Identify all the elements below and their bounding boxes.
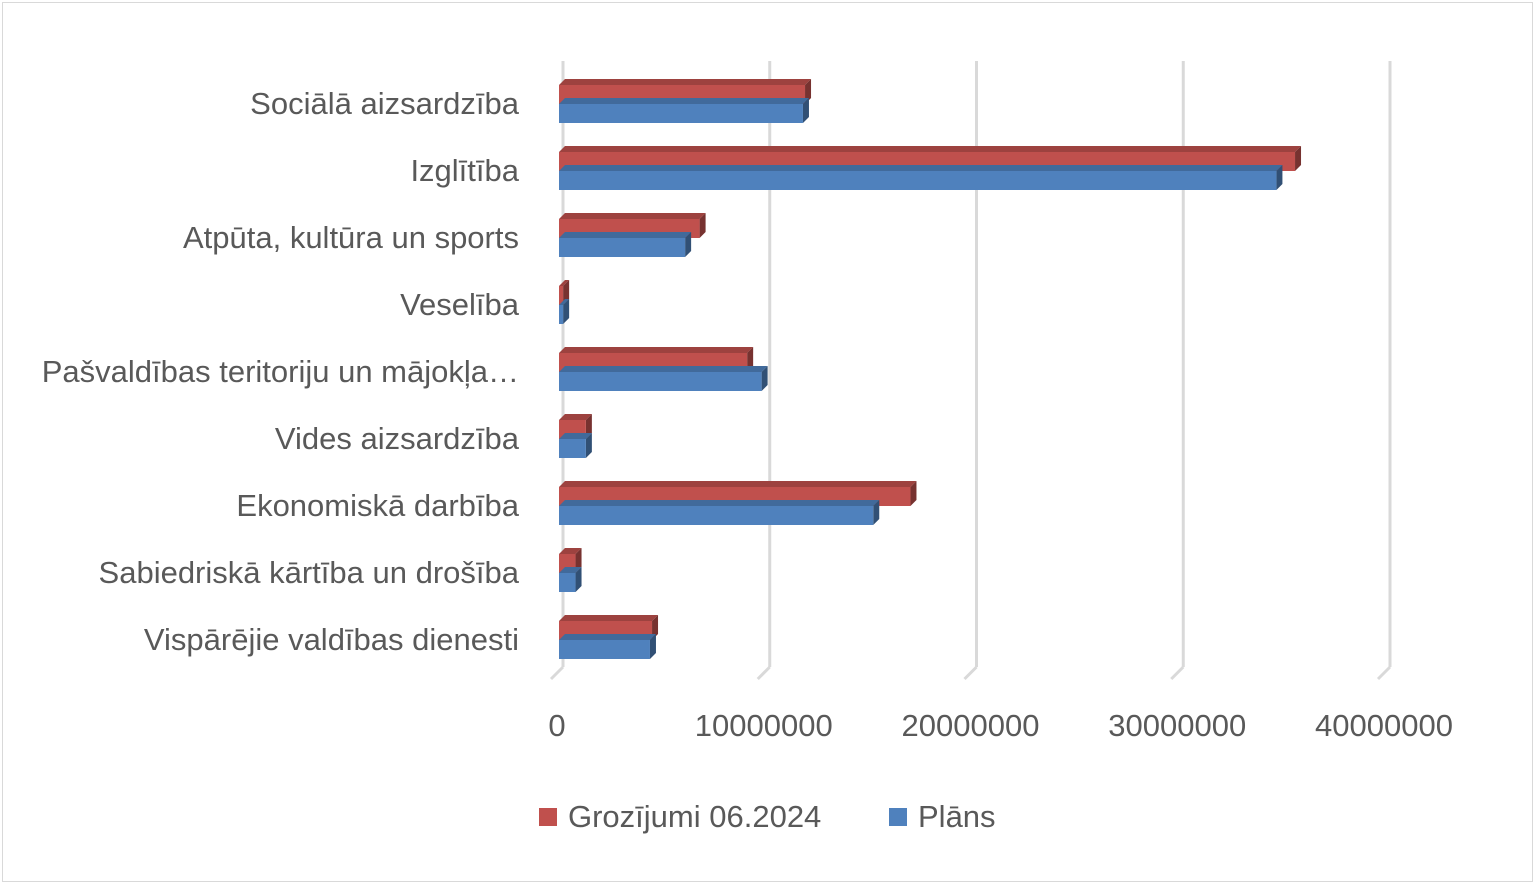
category-labels: Sociālā aizsardzība Izglītība Atpūta, kult… xyxy=(42,86,520,657)
x-tick-label: 40000000 xyxy=(1315,708,1453,743)
bar-plans xyxy=(559,98,809,123)
gridline-floor xyxy=(756,665,771,681)
gridline-floor xyxy=(1170,665,1185,681)
legend-label: Plāns xyxy=(918,799,996,834)
category-label: Vispārējie valdības dienesti xyxy=(144,622,519,657)
category-label: Vides aizsardzība xyxy=(275,421,520,456)
gridline-floor xyxy=(1376,665,1392,681)
legend-swatch xyxy=(889,808,907,826)
x-tick-label: 0 xyxy=(548,708,565,743)
legend-item: Plāns xyxy=(889,799,996,834)
bar-grozijumi xyxy=(559,280,570,305)
bar-plans xyxy=(559,299,570,324)
bar-plans xyxy=(559,500,880,525)
category-label: Izglītība xyxy=(410,153,519,188)
category-label: Atpūta, kultūra un sports xyxy=(183,220,519,255)
category-label: Sabiedriskā kārtība un drošība xyxy=(99,555,520,590)
legend-swatch xyxy=(539,808,557,826)
bar-grozijumi xyxy=(559,548,582,573)
gridline-floor xyxy=(549,665,565,681)
bar-plans xyxy=(559,433,592,458)
legend: Grozījumi 06.2024 Plāns xyxy=(539,799,996,834)
x-tick-label: 10000000 xyxy=(695,708,833,743)
gridline-floor xyxy=(963,665,978,681)
category-label: Pašvaldības teritoriju un mājokļa… xyxy=(42,354,519,389)
x-axis-tick-labels: 0 10000000 20000000 30000000 40000000 xyxy=(548,708,1453,743)
legend-label: Grozījumi 06.2024 xyxy=(568,799,821,834)
bar-plans xyxy=(559,567,582,592)
legend-item: Grozījumi 06.2024 xyxy=(539,799,821,834)
bar-plans xyxy=(559,634,656,659)
category-label: Sociālā aizsardzība xyxy=(250,86,520,121)
x-tick-label: 30000000 xyxy=(1108,708,1246,743)
x-tick-label: 20000000 xyxy=(902,708,1040,743)
bar-chart: Sociālā aizsardzība Izglītība Atpūta, kult… xyxy=(42,61,1453,834)
bars xyxy=(559,79,1302,659)
bar-plans xyxy=(559,165,1283,190)
bar-plans xyxy=(559,366,768,391)
category-label: Ekonomiskā darbība xyxy=(236,488,519,523)
bar-plans xyxy=(559,232,692,257)
category-label: Veselība xyxy=(400,287,520,322)
